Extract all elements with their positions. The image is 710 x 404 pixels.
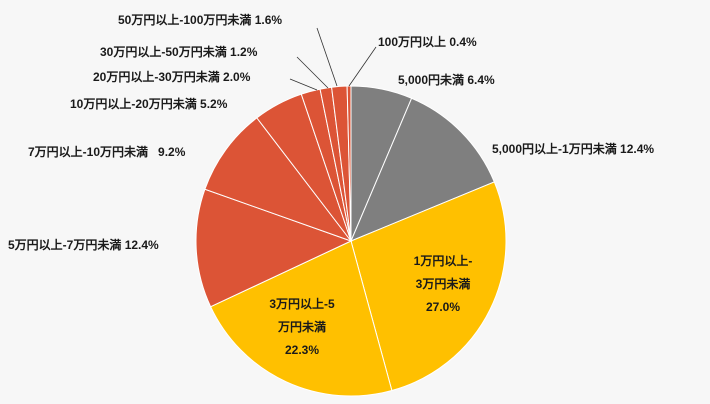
slice-name: 3万円以上-5万円未満 <box>269 297 335 334</box>
slice-name: 1万円以上-3万円未満 <box>413 254 473 291</box>
leader-line-0 <box>316 27 338 87</box>
label-7-10man: 7万円以上-10万円未満 9.2% <box>28 145 186 159</box>
leader-line-2 <box>296 56 329 89</box>
label-20-30man: 20万円以上-30万円未満 2.0% <box>93 70 251 84</box>
label-10-20man: 10万円以上-20万円未満 5.2% <box>70 97 228 111</box>
label-1-3man: 1万円以上-3万円未満 27.0% <box>393 250 493 319</box>
label-50-100man: 50万円以上-100万円未満 1.6% <box>118 13 283 27</box>
label-30-50man: 30万円以上-50万円未満 1.2% <box>100 45 258 59</box>
pie-slice-4 <box>195 188 353 308</box>
label-under-5000: 5,000円未満 6.4% <box>398 73 495 87</box>
pie-slice-5 <box>204 117 353 243</box>
leader-line-3 <box>289 78 318 91</box>
pie-slice-3 <box>209 240 393 397</box>
label-5000-10000: 5,000円以上-1万円未満 12.4% <box>492 142 655 156</box>
pie-slice-2 <box>350 181 507 392</box>
pie-slice-1 <box>350 97 495 242</box>
leader-line-1 <box>348 46 377 87</box>
label-3-5man: 3万円以上-5万円未満 22.3% <box>252 293 352 362</box>
label-over-100man: 100万円以上 0.4% <box>378 35 477 49</box>
label-5-7man: 5万円以上-7万円未満 12.4% <box>8 238 159 252</box>
slice-value: 27.0% <box>425 300 461 314</box>
slice-value: 22.3% <box>284 343 320 357</box>
